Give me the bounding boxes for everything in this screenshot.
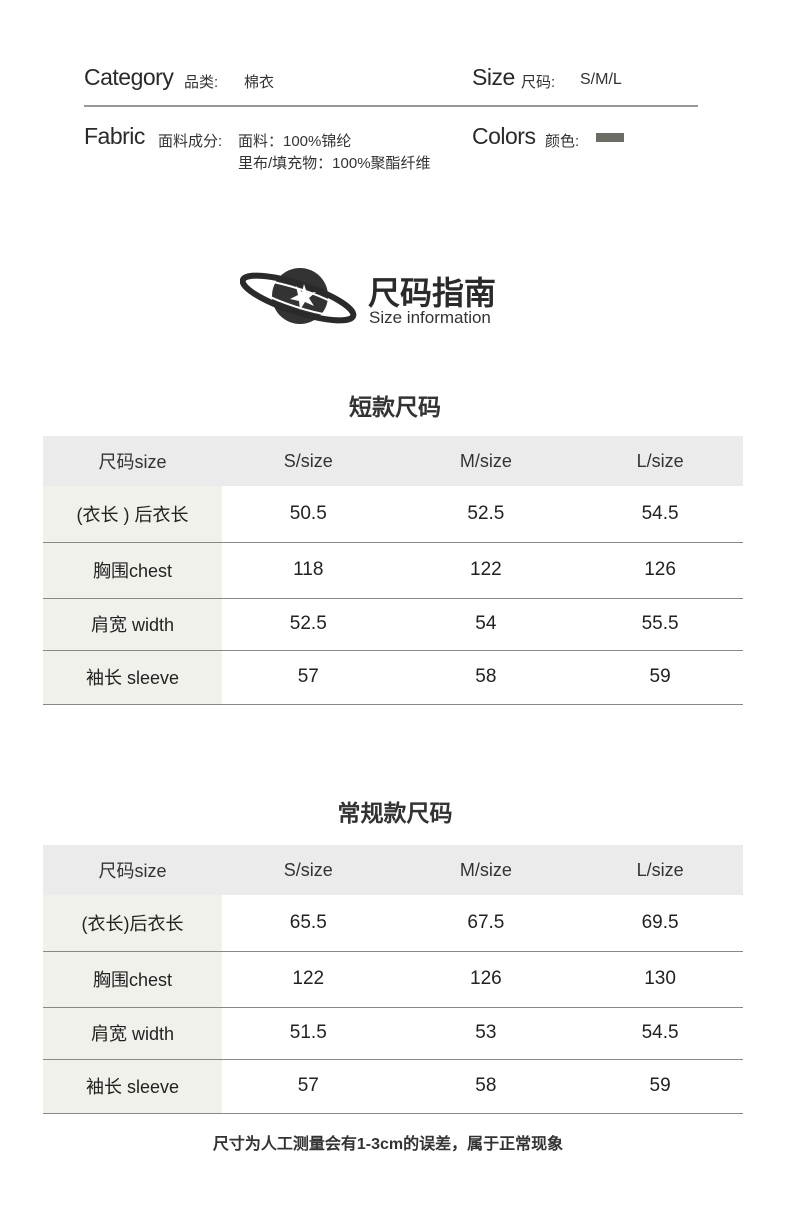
color-swatch: [596, 133, 624, 142]
size-value: S/M/L: [580, 71, 622, 88]
row-label: 袖长 sleeve: [43, 1059, 222, 1114]
cell: 53: [394, 1007, 578, 1060]
table-header: 尺码size S/size M/size L/size: [43, 845, 743, 895]
category-value: 棉衣: [244, 74, 275, 91]
table-row: 胸围chest 122 126 130: [43, 951, 743, 1008]
cell: 58: [394, 1059, 578, 1114]
cell: 54.5: [577, 1007, 743, 1060]
fabric-line-2: 里布/填充物：100%聚酯纤维: [238, 155, 431, 172]
fabric-line-1: 面料：100%锦纶: [238, 133, 352, 150]
table-2-title: 常规款尺码: [337, 800, 453, 826]
planet-icon: [240, 268, 357, 324]
table-row: 胸围chest 118 122 126: [43, 542, 743, 599]
table-row: 袖长 sleeve 57 58 59: [43, 1059, 743, 1114]
cell: 59: [577, 1059, 743, 1114]
table-row: 袖长 sleeve 57 58 59: [43, 650, 743, 705]
table-header: 尺码size S/size M/size L/size: [43, 436, 743, 486]
row-label: 肩宽 width: [43, 598, 222, 651]
guide-title: 尺码指南: [368, 275, 497, 311]
cell: 57: [222, 1059, 395, 1114]
cell: 126: [394, 951, 578, 1008]
size-label-zh: 尺码:: [521, 74, 556, 91]
cell: 54: [394, 598, 578, 651]
cell: 69.5: [577, 895, 743, 952]
size-table-regular: 尺码size S/size M/size L/size (衣长)后衣长 65.5 6…: [43, 845, 743, 1114]
cell: 55.5: [577, 598, 743, 651]
measurement-note: 尺寸为人工测量会有1-3cm的误差，属于正常现象: [212, 1136, 564, 1153]
row-label: 胸围chest: [43, 951, 222, 1008]
cell: 67.5: [394, 895, 578, 952]
cell: 126: [577, 542, 743, 599]
size-table-short: 尺码size S/size M/size L/size (衣长 ) 后衣长 50.…: [43, 436, 743, 705]
cell: 57: [222, 650, 395, 705]
fabric-label: Fabric: [84, 123, 145, 149]
cell: 130: [577, 951, 743, 1008]
cell: 50.5: [222, 486, 395, 543]
divider: [84, 105, 698, 107]
header-cell: L/size: [577, 845, 743, 895]
header-cell: M/size: [394, 845, 578, 895]
header-cell: M/size: [394, 436, 578, 486]
cell: 122: [222, 951, 395, 1008]
fabric-label-zh: 面料成分:: [158, 133, 223, 150]
cell: 54.5: [577, 486, 743, 543]
guide-subtitle: Size information: [369, 308, 491, 327]
table-row: (衣长)后衣长 65.5 67.5 69.5: [43, 895, 743, 952]
table-row: (衣长 ) 后衣长 50.5 52.5 54.5: [43, 486, 743, 543]
cell: 52.5: [222, 598, 395, 651]
row-label: (衣长 ) 后衣长: [43, 486, 222, 543]
cell: 59: [577, 650, 743, 705]
cell: 65.5: [222, 895, 395, 952]
row-label: 袖长 sleeve: [43, 650, 222, 705]
header-cell: L/size: [577, 436, 743, 486]
cell: 51.5: [222, 1007, 395, 1060]
header-cell: S/size: [222, 436, 395, 486]
colors-label-zh: 颜色:: [545, 133, 580, 150]
size-label: Size: [472, 64, 515, 90]
table-row: 肩宽 width 51.5 53 54.5: [43, 1007, 743, 1060]
cell: 52.5: [394, 486, 578, 543]
row-label: (衣长)后衣长: [43, 895, 222, 952]
table-1-title: 短款尺码: [349, 394, 441, 420]
colors-label: Colors: [472, 123, 536, 149]
cell: 118: [222, 542, 395, 599]
cell: 58: [394, 650, 578, 705]
header-cell: 尺码size: [43, 436, 222, 486]
table-row: 肩宽 width 52.5 54 55.5: [43, 598, 743, 651]
category-label-zh: 品类:: [184, 74, 219, 91]
cell: 122: [394, 542, 578, 599]
category-label: Category: [84, 64, 174, 90]
header-cell: 尺码size: [43, 845, 222, 895]
header-cell: S/size: [222, 845, 395, 895]
row-label: 胸围chest: [43, 542, 222, 599]
row-label: 肩宽 width: [43, 1007, 222, 1060]
